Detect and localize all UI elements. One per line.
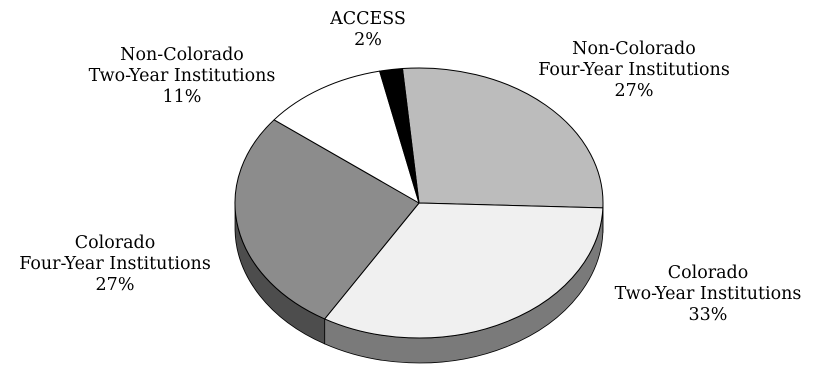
label-colorado-four-year: Colorado Four-Year Institutions 27% xyxy=(19,233,211,296)
slice-non-colorado-four-year xyxy=(401,67,604,209)
slice-label-line: Colorado xyxy=(74,233,156,253)
slice-percent: 27% xyxy=(95,275,135,295)
slice-percent: 2% xyxy=(354,30,382,50)
slice-colorado-four-year xyxy=(234,119,420,320)
slice-label-line: Non-Colorado xyxy=(120,45,244,65)
slice-percent: 27% xyxy=(614,81,654,101)
slice-label-line: Two-Year Institutions xyxy=(614,284,802,304)
label-colorado-two-year: Colorado Two-Year Institutions 33% xyxy=(615,263,802,326)
slice-label-line: Two-Year Institutions xyxy=(88,66,276,86)
slice-colorado-two-year xyxy=(324,202,604,339)
label-non-colorado-four-year: Non-Colorado Four-Year Institutions 27% xyxy=(538,39,730,102)
slice-percent: 11% xyxy=(162,87,202,107)
slice-label-line: Non-Colorado xyxy=(572,39,696,59)
slice-label-line: Four-Year Institutions xyxy=(538,60,730,80)
slice-label-line: Four-Year Institutions xyxy=(19,254,211,274)
label-non-colorado-two-year: Non-Colorado Two-Year Institutions 11% xyxy=(89,45,276,108)
label-access: ACCESS 2% xyxy=(330,9,406,51)
slice-percent: 33% xyxy=(688,305,728,325)
slice-label-line: Colorado xyxy=(667,263,749,283)
slice-non-colorado-two-year xyxy=(273,70,420,204)
slice-label-line: ACCESS xyxy=(330,9,406,29)
slice-access xyxy=(379,68,420,204)
